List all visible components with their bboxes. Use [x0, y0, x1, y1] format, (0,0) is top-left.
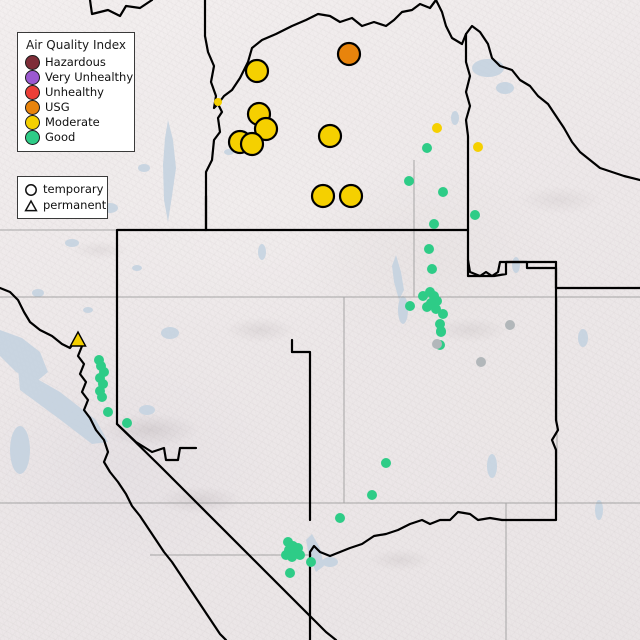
unhealthy-swatch-icon — [25, 85, 40, 100]
legend-item-usg[interactable]: USG — [25, 100, 127, 115]
station-marker[interactable] — [97, 392, 107, 402]
legend-item-permanent[interactable]: permanent — [24, 197, 106, 213]
station-marker[interactable] — [367, 490, 377, 500]
station-marker[interactable] — [470, 210, 480, 220]
station-marker[interactable] — [405, 301, 415, 311]
legend-label: Unhealthy — [45, 85, 104, 99]
station-marker[interactable] — [438, 187, 448, 197]
legend-label: Hazardous — [45, 55, 106, 69]
station-marker[interactable] — [239, 131, 265, 157]
legend-item-temporary[interactable]: temporary — [24, 181, 104, 197]
legend-station-type: temporary permanent — [17, 176, 108, 219]
station-marker[interactable] — [244, 58, 270, 84]
legend-title: Air Quality Index — [25, 38, 127, 52]
station-marker[interactable] — [438, 309, 448, 319]
station-marker[interactable] — [310, 183, 336, 209]
station-marker[interactable] — [285, 568, 295, 578]
station-marker[interactable] — [335, 513, 345, 523]
legend-item-very-unhealthy[interactable]: Very Unhealthy — [25, 70, 133, 85]
station-marker[interactable] — [432, 123, 442, 133]
station-marker[interactable] — [436, 326, 446, 336]
station-marker[interactable] — [473, 142, 483, 152]
legend-label: Very Unhealthy — [45, 70, 134, 84]
station-marker[interactable] — [306, 557, 316, 567]
station-marker[interactable] — [432, 339, 442, 349]
station-marker[interactable] — [424, 244, 434, 254]
usg-swatch-icon — [25, 100, 40, 115]
station-marker[interactable] — [431, 304, 441, 314]
legend-item-moderate[interactable]: Moderate — [25, 115, 127, 130]
legend-label: temporary — [43, 181, 104, 196]
legend-label: Good — [45, 130, 76, 144]
triangle-icon — [24, 198, 38, 212]
station-marker[interactable] — [295, 550, 305, 560]
station-marker[interactable] — [253, 116, 279, 142]
very-unhealthy-swatch-icon — [25, 70, 40, 85]
station-marker[interactable] — [422, 302, 432, 312]
station-marker[interactable] — [381, 458, 391, 468]
station-marker[interactable] — [317, 123, 343, 149]
station-marker[interactable] — [122, 418, 132, 428]
station-marker[interactable] — [429, 219, 439, 229]
legend-item-unhealthy[interactable]: Unhealthy — [25, 85, 127, 100]
station-marker[interactable] — [505, 320, 515, 330]
legend-item-hazardous[interactable]: Hazardous — [25, 55, 127, 70]
good-swatch-icon — [25, 130, 40, 145]
station-marker[interactable] — [422, 143, 432, 153]
moderate-swatch-icon — [25, 115, 40, 130]
station-marker[interactable] — [404, 176, 414, 186]
station-marker[interactable] — [338, 183, 364, 209]
legend-label: USG — [45, 100, 70, 114]
hazardous-swatch-icon — [25, 55, 40, 70]
station-marker[interactable] — [214, 98, 222, 106]
legend-air-quality-index: Air Quality Index Hazardous Very Unhealt… — [17, 32, 135, 152]
legend-label: permanent — [43, 197, 107, 212]
circle-icon — [24, 182, 38, 196]
legend-item-good[interactable]: Good — [25, 130, 127, 145]
station-marker[interactable] — [427, 264, 437, 274]
station-marker[interactable] — [287, 552, 297, 562]
station-marker[interactable] — [103, 407, 113, 417]
legend-label: Moderate — [45, 115, 100, 129]
station-marker[interactable] — [69, 330, 87, 347]
station-marker[interactable] — [476, 357, 486, 367]
station-marker[interactable] — [336, 41, 362, 67]
